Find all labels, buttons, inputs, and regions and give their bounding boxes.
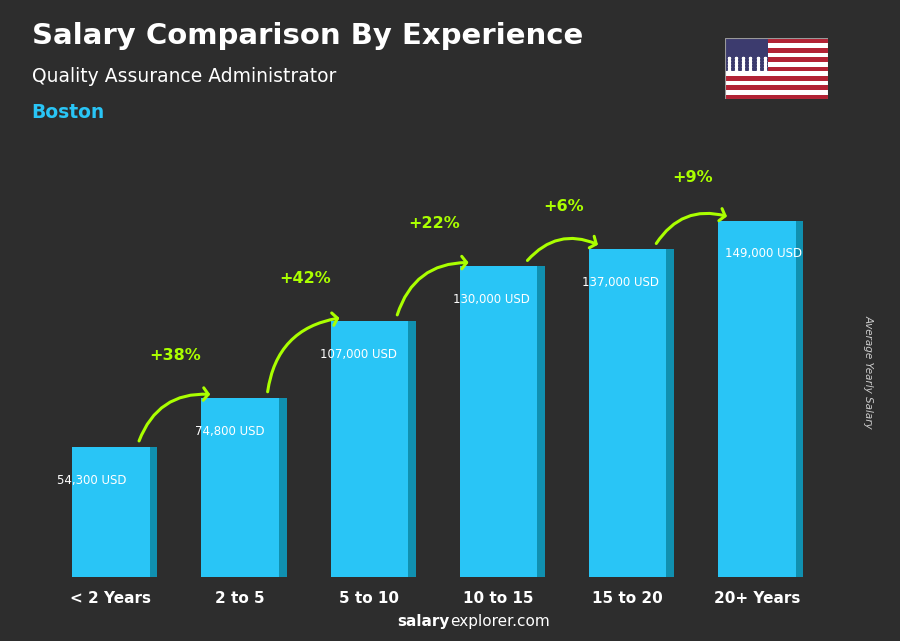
Text: 137,000 USD: 137,000 USD <box>582 276 660 289</box>
Bar <box>724 95 828 99</box>
Text: +22%: +22% <box>408 216 460 231</box>
Bar <box>460 266 537 577</box>
Polygon shape <box>796 221 804 577</box>
Polygon shape <box>408 321 416 577</box>
Text: 149,000 USD: 149,000 USD <box>724 247 802 260</box>
Bar <box>724 71 828 76</box>
Bar <box>724 67 828 71</box>
Bar <box>330 321 408 577</box>
Text: 54,300 USD: 54,300 USD <box>57 474 126 487</box>
Text: +38%: +38% <box>149 347 202 363</box>
Text: salary: salary <box>398 615 450 629</box>
Text: +42%: +42% <box>279 271 330 286</box>
Bar <box>202 398 279 577</box>
Text: 130,000 USD: 130,000 USD <box>454 293 530 306</box>
Polygon shape <box>149 447 158 577</box>
Text: explorer.com: explorer.com <box>450 615 550 629</box>
Bar <box>72 447 149 577</box>
Polygon shape <box>279 398 286 577</box>
Bar <box>724 81 828 85</box>
Text: Average Yearly Salary: Average Yearly Salary <box>863 315 874 429</box>
Text: +9%: +9% <box>672 171 713 185</box>
Bar <box>724 38 828 43</box>
Bar <box>589 249 666 577</box>
Text: Quality Assurance Administrator: Quality Assurance Administrator <box>32 67 336 87</box>
Bar <box>724 48 828 53</box>
Bar <box>724 53 828 57</box>
Bar <box>718 221 796 577</box>
Bar <box>724 90 828 95</box>
Bar <box>724 85 828 90</box>
Text: 107,000 USD: 107,000 USD <box>320 347 397 361</box>
Text: Salary Comparison By Experience: Salary Comparison By Experience <box>32 22 583 51</box>
Bar <box>724 38 769 71</box>
Bar <box>724 76 828 81</box>
Text: Boston: Boston <box>32 103 104 122</box>
Text: +6%: +6% <box>543 199 583 214</box>
Bar <box>724 43 828 48</box>
Bar <box>724 57 828 62</box>
Polygon shape <box>537 266 545 577</box>
Polygon shape <box>666 249 674 577</box>
Text: 74,800 USD: 74,800 USD <box>195 424 265 438</box>
Bar <box>724 62 828 67</box>
